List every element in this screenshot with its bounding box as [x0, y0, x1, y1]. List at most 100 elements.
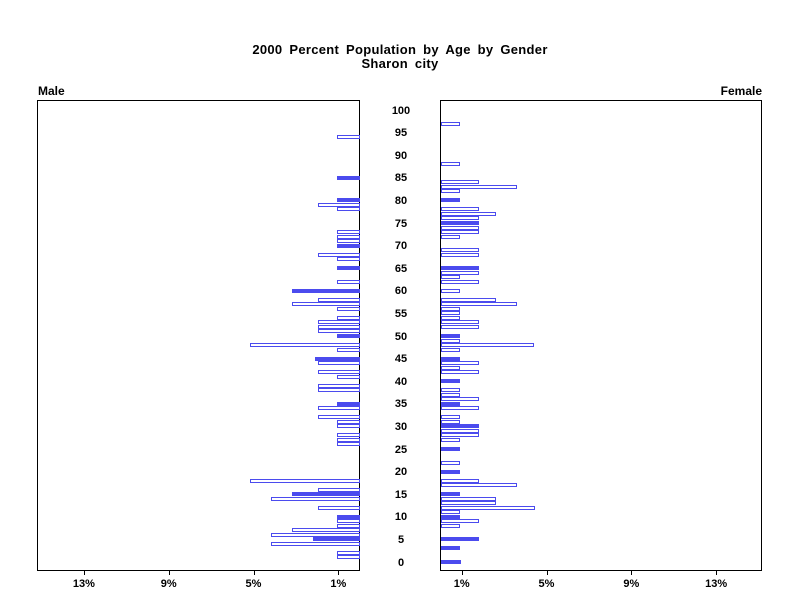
age-label-15: 15 — [394, 488, 408, 501]
male-bar-age-73 — [336, 230, 360, 235]
male-bar-age-72 — [336, 234, 360, 239]
male-bar-age-12 — [317, 505, 360, 510]
female-bar-age-13 — [440, 501, 496, 506]
female-bar-age-69 — [440, 248, 479, 253]
female-bar-age-76 — [440, 216, 479, 221]
male-tick-label-1: 1% — [330, 578, 347, 590]
male-bar-age-54 — [336, 315, 360, 320]
age-label-60: 60 — [394, 285, 408, 298]
male-bar-age-53 — [317, 320, 360, 325]
male-bar-age-68 — [317, 252, 360, 257]
female-bar-age-35 — [440, 401, 460, 406]
male-tick-5 — [253, 571, 255, 575]
female-bar-age-78 — [440, 207, 479, 212]
female-bar-age-83 — [440, 184, 517, 189]
female-tick-1 — [461, 571, 463, 575]
female-bar-age-25 — [440, 447, 460, 451]
female-bar-age-73 — [440, 230, 479, 235]
female-bar-age-43 — [440, 365, 460, 370]
female-bar-age-0 — [440, 560, 461, 564]
male-bar-age-85 — [336, 175, 360, 180]
male-bar-age-70 — [336, 243, 360, 248]
female-bar-age-63 — [440, 275, 460, 280]
age-label-55: 55 — [394, 307, 408, 320]
male-bar-age-58 — [317, 297, 360, 302]
female-tick-13 — [716, 571, 718, 575]
male-bar-age-10 — [336, 514, 360, 519]
female-bar-age-80 — [440, 198, 460, 203]
male-bar-age-16 — [317, 487, 360, 492]
female-bar-age-9 — [440, 519, 479, 524]
age-label-0: 0 — [397, 556, 405, 569]
female-bar-age-72 — [440, 234, 460, 239]
chart-title: 2000 Percent Population by Age by Gender — [252, 42, 548, 57]
female-bar-age-32 — [440, 415, 460, 420]
female-tick-label-5: 5% — [538, 578, 555, 590]
female-tick-label-9: 9% — [623, 578, 640, 590]
male-bar-age-28 — [336, 433, 360, 438]
age-label-90: 90 — [394, 149, 408, 162]
female-bar-age-38 — [440, 388, 460, 393]
female-tick-5 — [546, 571, 548, 575]
male-bar-age-65 — [336, 266, 360, 271]
age-label-10: 10 — [394, 511, 408, 524]
female-bar-age-18 — [440, 478, 479, 483]
female-bar-age-44 — [440, 361, 479, 366]
male-bar-age-26 — [336, 442, 360, 447]
female-bar-age-97 — [440, 121, 460, 126]
female-bar-age-88 — [440, 162, 460, 167]
male-bar-age-51 — [317, 329, 360, 334]
age-label-25: 25 — [394, 443, 408, 456]
age-label-20: 20 — [394, 466, 408, 479]
female-bar-age-12 — [440, 505, 535, 510]
male-bar-age-27 — [336, 437, 360, 442]
female-bar-age-10 — [440, 514, 460, 519]
age-label-5: 5 — [397, 533, 405, 546]
male-bar-age-32 — [317, 415, 360, 420]
female-bar-age-56 — [440, 306, 460, 311]
male-bar-age-48 — [249, 343, 360, 348]
male-bar-age-71 — [336, 239, 360, 244]
female-bar-age-28 — [440, 433, 479, 438]
female-panel — [440, 100, 762, 571]
male-bar-age-42 — [317, 370, 360, 375]
male-bar-age-60 — [291, 288, 360, 293]
female-tick-9 — [631, 571, 633, 575]
male-tick-label-9: 9% — [160, 578, 177, 590]
female-bar-age-75 — [440, 221, 479, 225]
male-bar-age-14 — [270, 496, 360, 501]
female-bar-age-64 — [440, 270, 479, 275]
male-tick-13 — [83, 571, 85, 575]
age-label-30: 30 — [394, 420, 408, 433]
male-axis-label: Male — [38, 84, 65, 98]
female-bar-age-8 — [440, 523, 460, 528]
male-tick-label-5: 5% — [245, 578, 262, 590]
male-bar-age-62 — [336, 279, 360, 284]
male-bar-age-5 — [312, 537, 360, 542]
male-tick-9 — [168, 571, 170, 575]
male-bar-age-38 — [317, 388, 360, 393]
female-bar-age-82 — [440, 189, 460, 194]
female-bar-age-53 — [440, 320, 479, 325]
age-label-75: 75 — [394, 217, 408, 230]
female-bar-age-65 — [440, 266, 479, 271]
female-bar-age-42 — [440, 370, 479, 375]
male-bar-age-78 — [336, 207, 360, 212]
female-bar-age-62 — [440, 279, 479, 284]
male-bar-age-2 — [336, 550, 360, 555]
male-bar-age-8 — [336, 523, 360, 528]
female-bar-age-49 — [440, 338, 460, 343]
male-bar-age-30 — [336, 424, 360, 429]
male-bar-age-39 — [317, 383, 360, 388]
female-bar-age-54 — [440, 315, 460, 320]
age-label-45: 45 — [394, 353, 408, 366]
female-tick-label-1: 1% — [453, 578, 470, 590]
male-bar-age-31 — [336, 419, 360, 424]
female-bar-age-52 — [440, 324, 479, 329]
female-bar-age-48 — [440, 343, 534, 348]
male-bar-age-41 — [336, 374, 360, 379]
male-bar-age-9 — [336, 519, 360, 524]
age-label-65: 65 — [394, 262, 408, 275]
male-bar-age-80 — [336, 198, 360, 203]
